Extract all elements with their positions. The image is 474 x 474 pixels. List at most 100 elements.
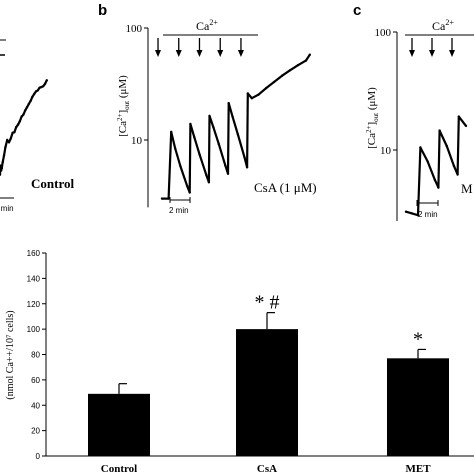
panel-b-trace-point [226, 172, 230, 175]
panel-d-y-tick-label: 20 [31, 427, 40, 436]
panel-d-y-tick-label: 120 [27, 300, 41, 309]
panel-a-trace-point [0, 173, 2, 176]
panel-b-arrow-head [175, 50, 182, 57]
panel-d-y-tick-label: 160 [27, 249, 41, 258]
panel-b-trace-point [296, 63, 300, 67]
panel-a-trace-point [13, 131, 16, 134]
panel-c-scale-bar-label: 2 min [418, 210, 438, 219]
panel-b-trace-point [224, 164, 227, 167]
panel-a-trace-point [2, 154, 6, 157]
panel-b-trace-point [265, 86, 268, 90]
panel-b-trace-point [231, 115, 234, 119]
panel-a-trace-point [7, 141, 11, 144]
panel-b-trace-point [208, 114, 211, 118]
panel-a-trace-line [0, 79, 48, 175]
panel-c-trace [404, 115, 468, 217]
panel-c-trace-point [438, 129, 441, 132]
panel-a-scale-bar-label: 2 min [0, 204, 14, 213]
panel-d-bar-met [387, 358, 449, 456]
panel-b-trace-point [227, 102, 230, 105]
panel-b-arrow-head [196, 50, 203, 57]
panel-b-trace-point [174, 147, 177, 150]
panel-a-trace-point [0, 169, 3, 172]
panel-c-tick-label: 100 [375, 27, 392, 39]
panel-c-trace-point [426, 160, 429, 163]
panel-a-trace-point [45, 79, 48, 82]
panel-a-trace-point [9, 137, 12, 140]
panel-c-trace-point [410, 212, 414, 215]
panel-b-arrow-head [237, 50, 244, 57]
panel-b-trace-point [188, 191, 191, 194]
panel-d-y-tick-label: 60 [31, 376, 40, 385]
panel-d-y-label: (nmol Ca++/10⁷ cells) [5, 310, 16, 399]
panel-b-arrow-head [155, 50, 162, 57]
panel-b-trace-point [273, 80, 276, 84]
panel-c-y-label: [Ca2+]out (μM) [365, 87, 380, 149]
panel-b-tick-label: 10 [131, 135, 143, 147]
panel-a-trace-point [34, 90, 38, 93]
panel-c-label: M [461, 181, 473, 196]
panel-d-category-label: MET [405, 463, 431, 474]
panel-a-trace-point [1, 160, 4, 164]
panel-b-trace-point [308, 53, 311, 56]
panel-b-arrows [155, 38, 244, 57]
panel-b-arrow-head [217, 50, 224, 57]
panel-b-tick-label: 100 [126, 23, 143, 35]
panel-b-trace-point [179, 165, 182, 168]
panel-d-y-tick-label: 40 [31, 401, 40, 410]
panel-b-trace-point [257, 93, 260, 96]
panel-d-bars: Control * # CsA * MET [88, 292, 449, 474]
panel-a-trace-point [36, 89, 39, 92]
panel-a-trace-point [24, 109, 27, 112]
panel-b-trace-point [250, 97, 253, 100]
panel-c-arrow-head [409, 50, 415, 57]
panel-a-trace-point [43, 82, 47, 86]
panel-a-trace-point [29, 99, 32, 103]
panel-a: Control 2 min [0, 39, 74, 213]
panel-c-trace-point [433, 178, 436, 181]
panel-a-trace-point [33, 92, 36, 96]
panel-a-trace-point [6, 138, 9, 142]
panel-d-significance-marker: * # [255, 292, 280, 314]
panel-b-trace-line [162, 54, 311, 200]
panel-a-label: Control [31, 176, 74, 191]
panel-c-arrows [409, 38, 455, 57]
panel-a-trace-point [0, 164, 2, 167]
panel-c-tick-label: 10 [380, 145, 392, 157]
panel-b-scale-bar-label: 2 min [169, 206, 189, 215]
panel-b-trace-point [160, 197, 164, 200]
panel-c-stimulus-label: Ca2+ [432, 18, 454, 33]
panel-a-trace-point [40, 85, 43, 89]
panel-a-trace-point [16, 123, 20, 126]
panel-c-trace-line [405, 115, 467, 217]
panel-b-trace-point [185, 184, 189, 187]
panel-b-trace-point [170, 130, 173, 134]
panel-c-trace-point [404, 210, 408, 213]
panel-c-letter: c [353, 2, 361, 19]
panel-d-bar-csa [236, 329, 298, 456]
panel-b-label: CsA (1 μM) [254, 180, 317, 195]
panel-d-y-tick-label: 80 [31, 351, 40, 360]
panel-b-trace-point [207, 181, 211, 184]
panel-c-trace-point [445, 144, 448, 148]
panel-a-trace [0, 79, 48, 176]
panel-d-y-tick-label: 0 [36, 452, 41, 461]
panel-c-y-axis: 10 100 [375, 27, 398, 222]
panel-d-category-label: Control [101, 463, 137, 474]
panel-a-trace-point [20, 115, 23, 118]
panel-b-trace-point [304, 59, 308, 62]
panel-d-y-tick-label: 100 [27, 325, 41, 334]
panel-a-trace-point [18, 120, 21, 123]
panel-b-trace-point [205, 173, 208, 176]
panel-c-arrow-head [449, 50, 455, 57]
panel-c-trace-point [437, 186, 440, 189]
panel-d-significance-marker: * [413, 328, 423, 350]
panel-a-trace-point [27, 102, 30, 106]
panel-c: c Ca2+ 10 100 [Ca2+]out (μM) M 2 min [353, 2, 474, 222]
panel-a-trace-point [22, 113, 25, 116]
panel-c-trace-point [452, 164, 456, 168]
panel-d: (nmol Ca++/10⁷ cells) 0 20 40 60 80 100 120 140… [5, 249, 474, 474]
panel-c-trace-point [419, 146, 422, 149]
panel-b-trace-point [167, 197, 170, 200]
panel-a-trace-point [15, 125, 18, 129]
